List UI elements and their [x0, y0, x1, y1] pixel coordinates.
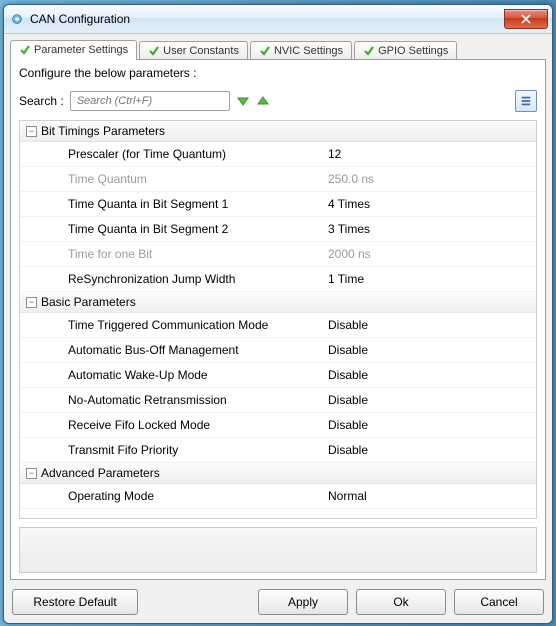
parameter-label: Time Quanta in Bit Segment 2 [68, 222, 328, 236]
search-next-icon[interactable] [236, 94, 250, 108]
parameter-row[interactable]: Time Quanta in Bit Segment 23 Times [20, 217, 536, 242]
search-row: Search : [11, 84, 545, 120]
tab-label: Parameter Settings [34, 44, 128, 56]
parameter-value[interactable]: 12 [328, 147, 536, 161]
parameter-row[interactable]: Prescaler (for Time Quantum)12 [20, 142, 536, 167]
search-input[interactable] [70, 91, 230, 111]
parameter-value[interactable]: Disable [328, 318, 536, 332]
group-title: Bit Timings Parameters [41, 124, 165, 138]
cancel-button[interactable]: Cancel [454, 589, 544, 615]
group-title: Advanced Parameters [41, 466, 160, 480]
titlebar[interactable]: CAN Configuration [4, 5, 552, 34]
window-title: CAN Configuration [30, 12, 504, 26]
parameter-label: Time Quanta in Bit Segment 1 [68, 197, 328, 211]
parameter-value[interactable]: 4 Times [328, 197, 536, 211]
group-title: Basic Parameters [41, 295, 136, 309]
tab-user-constants[interactable]: User Constants [139, 41, 248, 60]
list-view-button[interactable] [515, 90, 537, 112]
parameter-row[interactable]: Automatic Wake-Up ModeDisable [20, 363, 536, 388]
collapse-icon[interactable]: − [26, 468, 37, 479]
parameter-value[interactable]: Disable [328, 418, 536, 432]
window-close-button[interactable] [504, 9, 548, 29]
dialog-window: CAN Configuration Parameter Settings User… [3, 4, 553, 624]
parameter-value[interactable]: Disable [328, 443, 536, 457]
app-icon [10, 12, 24, 26]
tab-parameter-settings[interactable]: Parameter Settings [10, 40, 137, 60]
parameter-value[interactable]: 3 Times [328, 222, 536, 236]
ok-button[interactable]: Ok [356, 589, 446, 615]
parameter-row: Time for one Bit2000 ns [20, 242, 536, 267]
parameter-label: Time Triggered Communication Mode [68, 318, 328, 332]
parameter-label: Automatic Bus-Off Management [68, 343, 328, 357]
search-label: Search : [19, 94, 64, 108]
check-icon [19, 44, 31, 56]
parameter-row[interactable]: Receive Fifo Locked ModeDisable [20, 413, 536, 438]
parameter-label: Prescaler (for Time Quantum) [68, 147, 328, 161]
parameter-value[interactable]: Disable [328, 368, 536, 382]
parameter-row[interactable]: Operating ModeNormal [20, 484, 536, 509]
tab-label: GPIO Settings [378, 45, 448, 57]
group-header[interactable]: −Advanced Parameters [20, 463, 536, 484]
apply-button[interactable]: Apply [258, 589, 348, 615]
tab-label: User Constants [163, 45, 239, 57]
check-icon [148, 45, 160, 57]
collapse-icon[interactable]: − [26, 126, 37, 137]
parameter-row[interactable]: ReSynchronization Jump Width1 Time [20, 267, 536, 292]
parameter-row: Time Quantum250.0 ns [20, 167, 536, 192]
configure-label: Configure the below parameters : [11, 60, 545, 84]
description-area [19, 527, 537, 573]
restore-default-button[interactable]: Restore Default [12, 589, 138, 615]
parameter-value[interactable]: Disable [328, 343, 536, 357]
group-header[interactable]: −Basic Parameters [20, 292, 536, 313]
parameter-row[interactable]: Time Triggered Communication ModeDisable [20, 313, 536, 338]
group-header[interactable]: −Bit Timings Parameters [20, 121, 536, 142]
button-row: Restore Default Apply Ok Cancel [4, 581, 552, 623]
tab-row: Parameter Settings User Constants NVIC Set… [4, 34, 552, 60]
parameter-label: Receive Fifo Locked Mode [68, 418, 328, 432]
tab-gpio-settings[interactable]: GPIO Settings [354, 41, 457, 60]
parameter-label: Time for one Bit [68, 247, 328, 261]
parameter-label: Transmit Fifo Priority [68, 443, 328, 457]
parameter-label: Automatic Wake-Up Mode [68, 368, 328, 382]
check-icon [363, 45, 375, 57]
parameter-value[interactable]: 1 Time [328, 272, 536, 286]
parameter-value: 250.0 ns [328, 172, 536, 186]
search-prev-icon[interactable] [256, 94, 270, 108]
parameter-label: ReSynchronization Jump Width [68, 272, 328, 286]
collapse-icon[interactable]: − [26, 297, 37, 308]
parameter-row[interactable]: Transmit Fifo PriorityDisable [20, 438, 536, 463]
parameter-value[interactable]: Normal [328, 489, 536, 503]
parameter-value[interactable]: Disable [328, 393, 536, 407]
parameter-tree: −Bit Timings ParametersPrescaler (for Ti… [19, 120, 537, 519]
parameter-row[interactable]: Automatic Bus-Off ManagementDisable [20, 338, 536, 363]
parameter-label: No-Automatic Retransmission [68, 393, 328, 407]
parameter-row[interactable]: Time Quanta in Bit Segment 14 Times [20, 192, 536, 217]
tab-panel: Configure the below parameters : Search … [10, 59, 546, 580]
parameter-value: 2000 ns [328, 247, 536, 261]
tab-nvic-settings[interactable]: NVIC Settings [250, 41, 352, 60]
check-icon [259, 45, 271, 57]
parameter-label: Operating Mode [68, 489, 328, 503]
parameter-label: Time Quantum [68, 172, 328, 186]
tab-label: NVIC Settings [274, 45, 343, 57]
parameter-row[interactable]: No-Automatic RetransmissionDisable [20, 388, 536, 413]
